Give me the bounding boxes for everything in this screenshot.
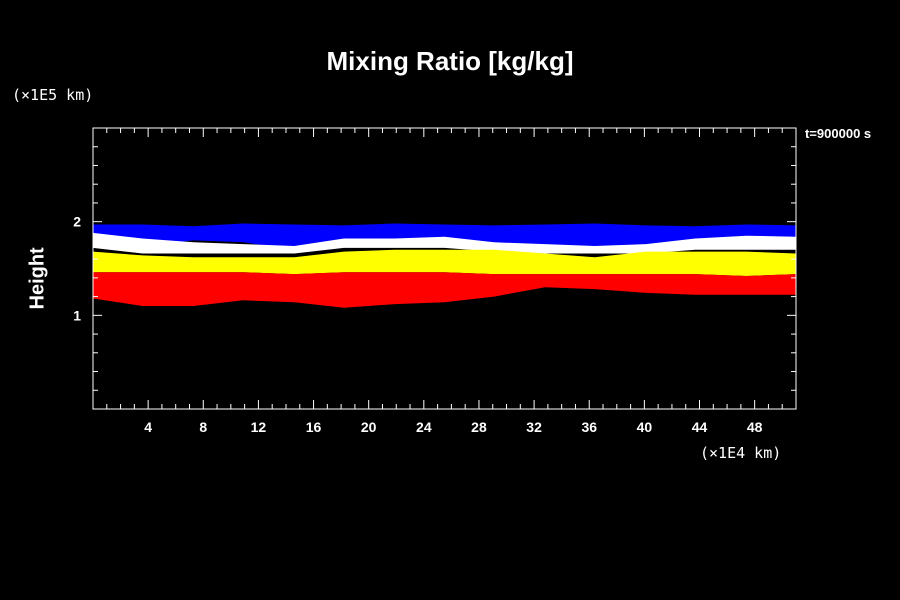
x-tick-label: 44 xyxy=(692,419,708,435)
x-tick-label: 16 xyxy=(306,419,322,435)
mixing-ratio-field xyxy=(93,223,796,308)
plot-frame xyxy=(92,127,797,410)
x-tick-label: 48 xyxy=(747,419,763,435)
y-axis-unit: (×1E5 km) xyxy=(12,86,94,104)
x-tick-label: 40 xyxy=(637,419,653,435)
x-tick-label: 24 xyxy=(416,419,432,435)
axis-ticks xyxy=(93,128,796,409)
mixing-band-1 xyxy=(93,232,796,254)
chart-title: Mixing Ratio [kg/kg] xyxy=(326,46,574,76)
x-axis-unit: (×1E4 km) xyxy=(700,444,782,462)
mixing-band-2 xyxy=(93,249,796,276)
x-tick-label: 4 xyxy=(144,419,152,435)
y-tick-label: 1 xyxy=(73,307,81,323)
x-tick-label: 28 xyxy=(471,419,487,435)
x-tick-label: 32 xyxy=(526,419,542,435)
y-tick-label: 2 xyxy=(73,214,81,230)
x-tick-label: 20 xyxy=(361,419,377,435)
x-tick-label: 8 xyxy=(199,419,207,435)
x-tick-label: 12 xyxy=(251,419,267,435)
x-tick-label: 36 xyxy=(581,419,597,435)
timestamp-label: t=900000 s xyxy=(805,126,872,141)
mixing-band-3 xyxy=(93,272,796,308)
